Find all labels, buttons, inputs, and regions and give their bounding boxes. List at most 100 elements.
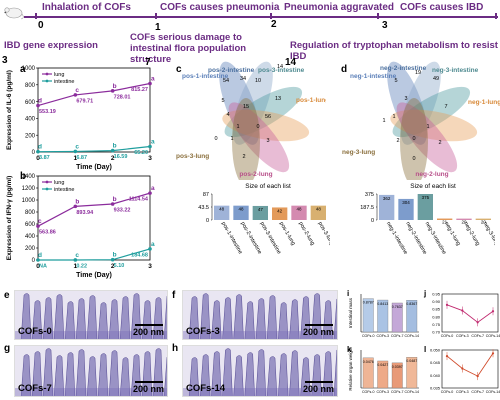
list-bar xyxy=(233,205,249,220)
plot-frame xyxy=(441,293,499,333)
legend-label: intestine xyxy=(54,187,75,193)
list-bar xyxy=(272,207,288,220)
y-tick-label: 600 xyxy=(25,222,36,228)
micrograph-cofs-7: COFs-7 200 nm xyxy=(14,345,168,397)
timeline-tick xyxy=(35,13,37,19)
bar xyxy=(391,362,403,389)
data-point xyxy=(148,81,152,86)
mouse-icon xyxy=(4,7,24,20)
timeline-tick xyxy=(495,13,497,19)
tissue-base xyxy=(183,331,337,339)
data-label: 815.27 xyxy=(131,87,148,93)
category-label: pos-2-lung xyxy=(297,221,315,247)
significance-letter: c xyxy=(75,143,79,150)
micrograph-caption: COFs-0 xyxy=(18,326,52,337)
villus xyxy=(119,296,131,339)
list-size-chart-positive: Size of each list 87 43.5 0 48 pos-1-intestin… xyxy=(198,183,330,255)
villus xyxy=(211,300,222,339)
data-point xyxy=(110,202,115,206)
villus xyxy=(20,354,32,396)
panel-label: l xyxy=(424,345,426,354)
data-label: 893.94 xyxy=(76,210,94,216)
timeline-tick xyxy=(155,13,157,19)
data-point xyxy=(36,149,40,154)
panel-label: j xyxy=(423,289,426,298)
legend-label: lung xyxy=(54,72,64,78)
scale-bar xyxy=(305,381,333,383)
tissue-image xyxy=(183,291,337,339)
y-tick-label: 0.70 xyxy=(432,330,441,335)
data-point xyxy=(491,310,495,313)
micrograph-caption: COFs-14 xyxy=(186,383,226,394)
x-tick-label: 0 xyxy=(36,155,40,162)
villus xyxy=(278,353,289,396)
bar-value: 0.8787 xyxy=(363,301,374,305)
data-point xyxy=(73,258,78,262)
panel-label-c: c xyxy=(176,64,182,75)
list-bar xyxy=(310,205,326,220)
villus xyxy=(233,355,244,396)
list-bar xyxy=(437,218,453,220)
series-line xyxy=(37,145,151,153)
ifn-line-chart: 0 200 400 600 800 1000 1200 1400 0 1 2 3 Time (Day) E… xyxy=(6,174,155,279)
panel-label-b: b xyxy=(20,171,27,182)
y-tick-label: 600 xyxy=(25,100,36,106)
y-axis-label: Expression of IFN-γ (pg/ml) xyxy=(6,176,13,261)
significance-letter: a xyxy=(151,76,155,83)
data-label: 553.19 xyxy=(39,109,56,115)
villus xyxy=(322,300,333,339)
data-point xyxy=(476,374,479,378)
data-point xyxy=(445,354,449,358)
bar-value: 48 xyxy=(219,207,225,212)
panel-label-g: g xyxy=(4,343,11,354)
y-tick-label: 0.85 xyxy=(432,307,441,312)
category-label: COFs-3 xyxy=(376,334,389,338)
chart-title: Size of each list xyxy=(410,183,456,190)
bar-value: 0.0427 xyxy=(377,363,388,367)
micrograph-cofs-3: COFs-3 200 nm xyxy=(182,290,338,340)
category-label: COFs-14 xyxy=(486,334,500,338)
villus xyxy=(108,299,120,339)
category-label: neg-2-lung xyxy=(462,221,480,247)
bar-value: 375 xyxy=(422,195,430,200)
category-label: COFs-3 xyxy=(376,390,389,394)
venn-petal xyxy=(396,102,458,173)
y-axis-label: Intestinal mass xyxy=(348,297,353,328)
panel-label-a: a xyxy=(20,64,26,75)
data-point xyxy=(461,367,464,370)
list-bar xyxy=(417,194,433,220)
day-3: 3 xyxy=(382,20,388,31)
venn-count: 1 xyxy=(426,124,429,130)
data-label: 6.87 xyxy=(76,155,87,161)
venn-count: 0 xyxy=(412,156,415,162)
venn-petal xyxy=(392,86,471,138)
bar xyxy=(377,360,389,389)
venn-count: 4 xyxy=(226,112,229,118)
villus xyxy=(222,348,233,396)
data-point xyxy=(36,224,40,228)
data-label: 16.59 xyxy=(114,154,128,160)
data-point xyxy=(36,258,40,262)
y-axis-label: Expression of IL-6 (pg/ml) xyxy=(6,70,13,150)
legend-marker xyxy=(45,79,49,83)
data-point xyxy=(491,352,495,355)
venn-count: 3 xyxy=(266,138,269,144)
venn-count: 2 xyxy=(396,138,399,144)
bar-value: 0.0487 xyxy=(406,359,417,363)
venn-count: 49 xyxy=(433,76,439,82)
y-tick-label: 375 xyxy=(365,192,374,198)
tryptophan-regulation: Regulation of tryptophan metabolism to r… xyxy=(290,40,498,62)
villus xyxy=(311,293,322,339)
villus xyxy=(64,301,76,339)
category-label: COFs-0 xyxy=(362,334,375,338)
villus xyxy=(97,353,109,396)
data-point xyxy=(73,93,78,97)
data-point xyxy=(461,309,464,312)
data-point xyxy=(476,321,479,324)
villus xyxy=(188,296,200,339)
venn-count: 1 xyxy=(236,124,239,130)
bar xyxy=(362,357,374,389)
y-tick-label: 0.95 xyxy=(432,292,441,297)
ibd-gene-expression: IBD gene expression xyxy=(4,40,98,51)
